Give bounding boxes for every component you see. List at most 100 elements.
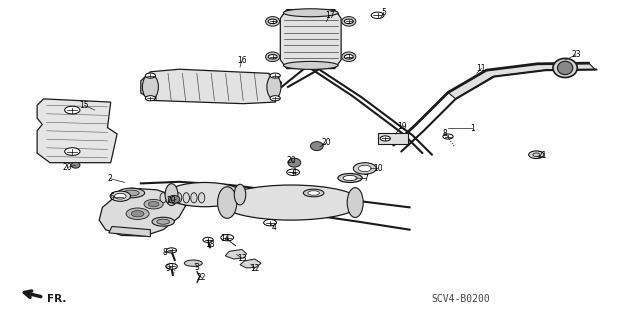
Circle shape [126, 208, 149, 219]
Ellipse shape [166, 182, 243, 207]
Ellipse shape [221, 185, 362, 220]
Text: SCV4-B0200: SCV4-B0200 [431, 294, 490, 304]
Circle shape [115, 193, 126, 199]
Circle shape [166, 263, 177, 269]
Text: 6: 6 [109, 193, 115, 202]
Text: 10: 10 [372, 164, 383, 173]
Text: 22: 22 [197, 273, 206, 282]
Text: 4: 4 [271, 223, 276, 232]
Text: 20: 20 [62, 163, 72, 172]
Text: 4: 4 [292, 168, 297, 177]
Ellipse shape [160, 193, 166, 203]
Text: 20: 20 [321, 138, 332, 147]
Bar [378, 133, 408, 144]
Circle shape [131, 211, 144, 217]
Ellipse shape [343, 175, 357, 181]
Circle shape [344, 19, 353, 24]
Polygon shape [240, 259, 261, 268]
Ellipse shape [218, 187, 237, 219]
Circle shape [270, 73, 280, 78]
Ellipse shape [557, 61, 573, 75]
Circle shape [145, 73, 156, 78]
Ellipse shape [168, 193, 174, 203]
Text: 17: 17 [324, 11, 335, 20]
Ellipse shape [184, 260, 202, 266]
Text: 8: 8 [163, 248, 168, 257]
Text: 1: 1 [470, 124, 475, 133]
Ellipse shape [157, 219, 170, 224]
Text: 14: 14 [220, 234, 230, 243]
Circle shape [358, 165, 371, 172]
Ellipse shape [288, 158, 301, 167]
Text: 16: 16 [237, 56, 247, 65]
Circle shape [110, 191, 131, 201]
Circle shape [264, 219, 276, 226]
Circle shape [65, 148, 80, 155]
Ellipse shape [284, 9, 338, 17]
Circle shape [353, 163, 376, 174]
Circle shape [270, 96, 280, 101]
Polygon shape [99, 188, 186, 236]
Ellipse shape [168, 195, 180, 204]
Circle shape [344, 55, 353, 59]
Ellipse shape [183, 193, 189, 203]
Text: 20: 20 [166, 197, 177, 205]
Ellipse shape [342, 52, 356, 62]
Circle shape [65, 106, 80, 114]
Ellipse shape [342, 17, 356, 26]
Text: 9: 9 [165, 264, 170, 273]
Text: 23: 23 [571, 50, 581, 59]
Ellipse shape [152, 217, 174, 226]
Ellipse shape [553, 58, 577, 78]
Circle shape [380, 136, 390, 141]
Circle shape [145, 96, 156, 101]
Circle shape [148, 202, 159, 207]
Polygon shape [37, 99, 117, 163]
Polygon shape [280, 10, 341, 69]
Ellipse shape [234, 184, 246, 205]
Circle shape [443, 134, 453, 139]
Polygon shape [225, 249, 246, 259]
Text: 13: 13 [237, 254, 247, 263]
Circle shape [221, 234, 234, 241]
Ellipse shape [266, 17, 280, 26]
Text: 12: 12 [250, 264, 259, 273]
Circle shape [287, 169, 300, 175]
Circle shape [144, 199, 163, 209]
Ellipse shape [71, 162, 80, 168]
Text: 3: 3 [195, 263, 200, 272]
Polygon shape [141, 69, 282, 104]
Circle shape [371, 12, 384, 19]
Text: 5: 5 [381, 8, 387, 17]
Ellipse shape [175, 193, 182, 203]
Ellipse shape [142, 74, 158, 100]
Text: 20: 20 [286, 156, 296, 165]
Text: 18: 18 [205, 241, 214, 249]
Circle shape [268, 19, 277, 24]
Text: FR.: FR. [47, 294, 66, 304]
Ellipse shape [198, 193, 205, 203]
Circle shape [268, 55, 277, 59]
Text: 11: 11 [477, 64, 486, 73]
Ellipse shape [267, 75, 281, 99]
Ellipse shape [165, 184, 178, 205]
Ellipse shape [308, 191, 319, 195]
Text: 2: 2 [108, 174, 113, 183]
Ellipse shape [191, 193, 197, 203]
Circle shape [529, 151, 544, 159]
Ellipse shape [284, 61, 338, 70]
Circle shape [203, 237, 213, 242]
Text: 19: 19 [397, 122, 407, 130]
Text: 15: 15 [79, 101, 90, 110]
Ellipse shape [118, 188, 145, 198]
Circle shape [166, 248, 177, 253]
Ellipse shape [266, 52, 280, 62]
Ellipse shape [303, 189, 324, 197]
Text: 21: 21 [538, 151, 547, 160]
Ellipse shape [124, 190, 140, 196]
Polygon shape [448, 63, 595, 99]
Polygon shape [109, 226, 150, 237]
Text: 7: 7 [364, 174, 369, 183]
Text: 8: 8 [442, 129, 447, 138]
Ellipse shape [348, 188, 364, 218]
